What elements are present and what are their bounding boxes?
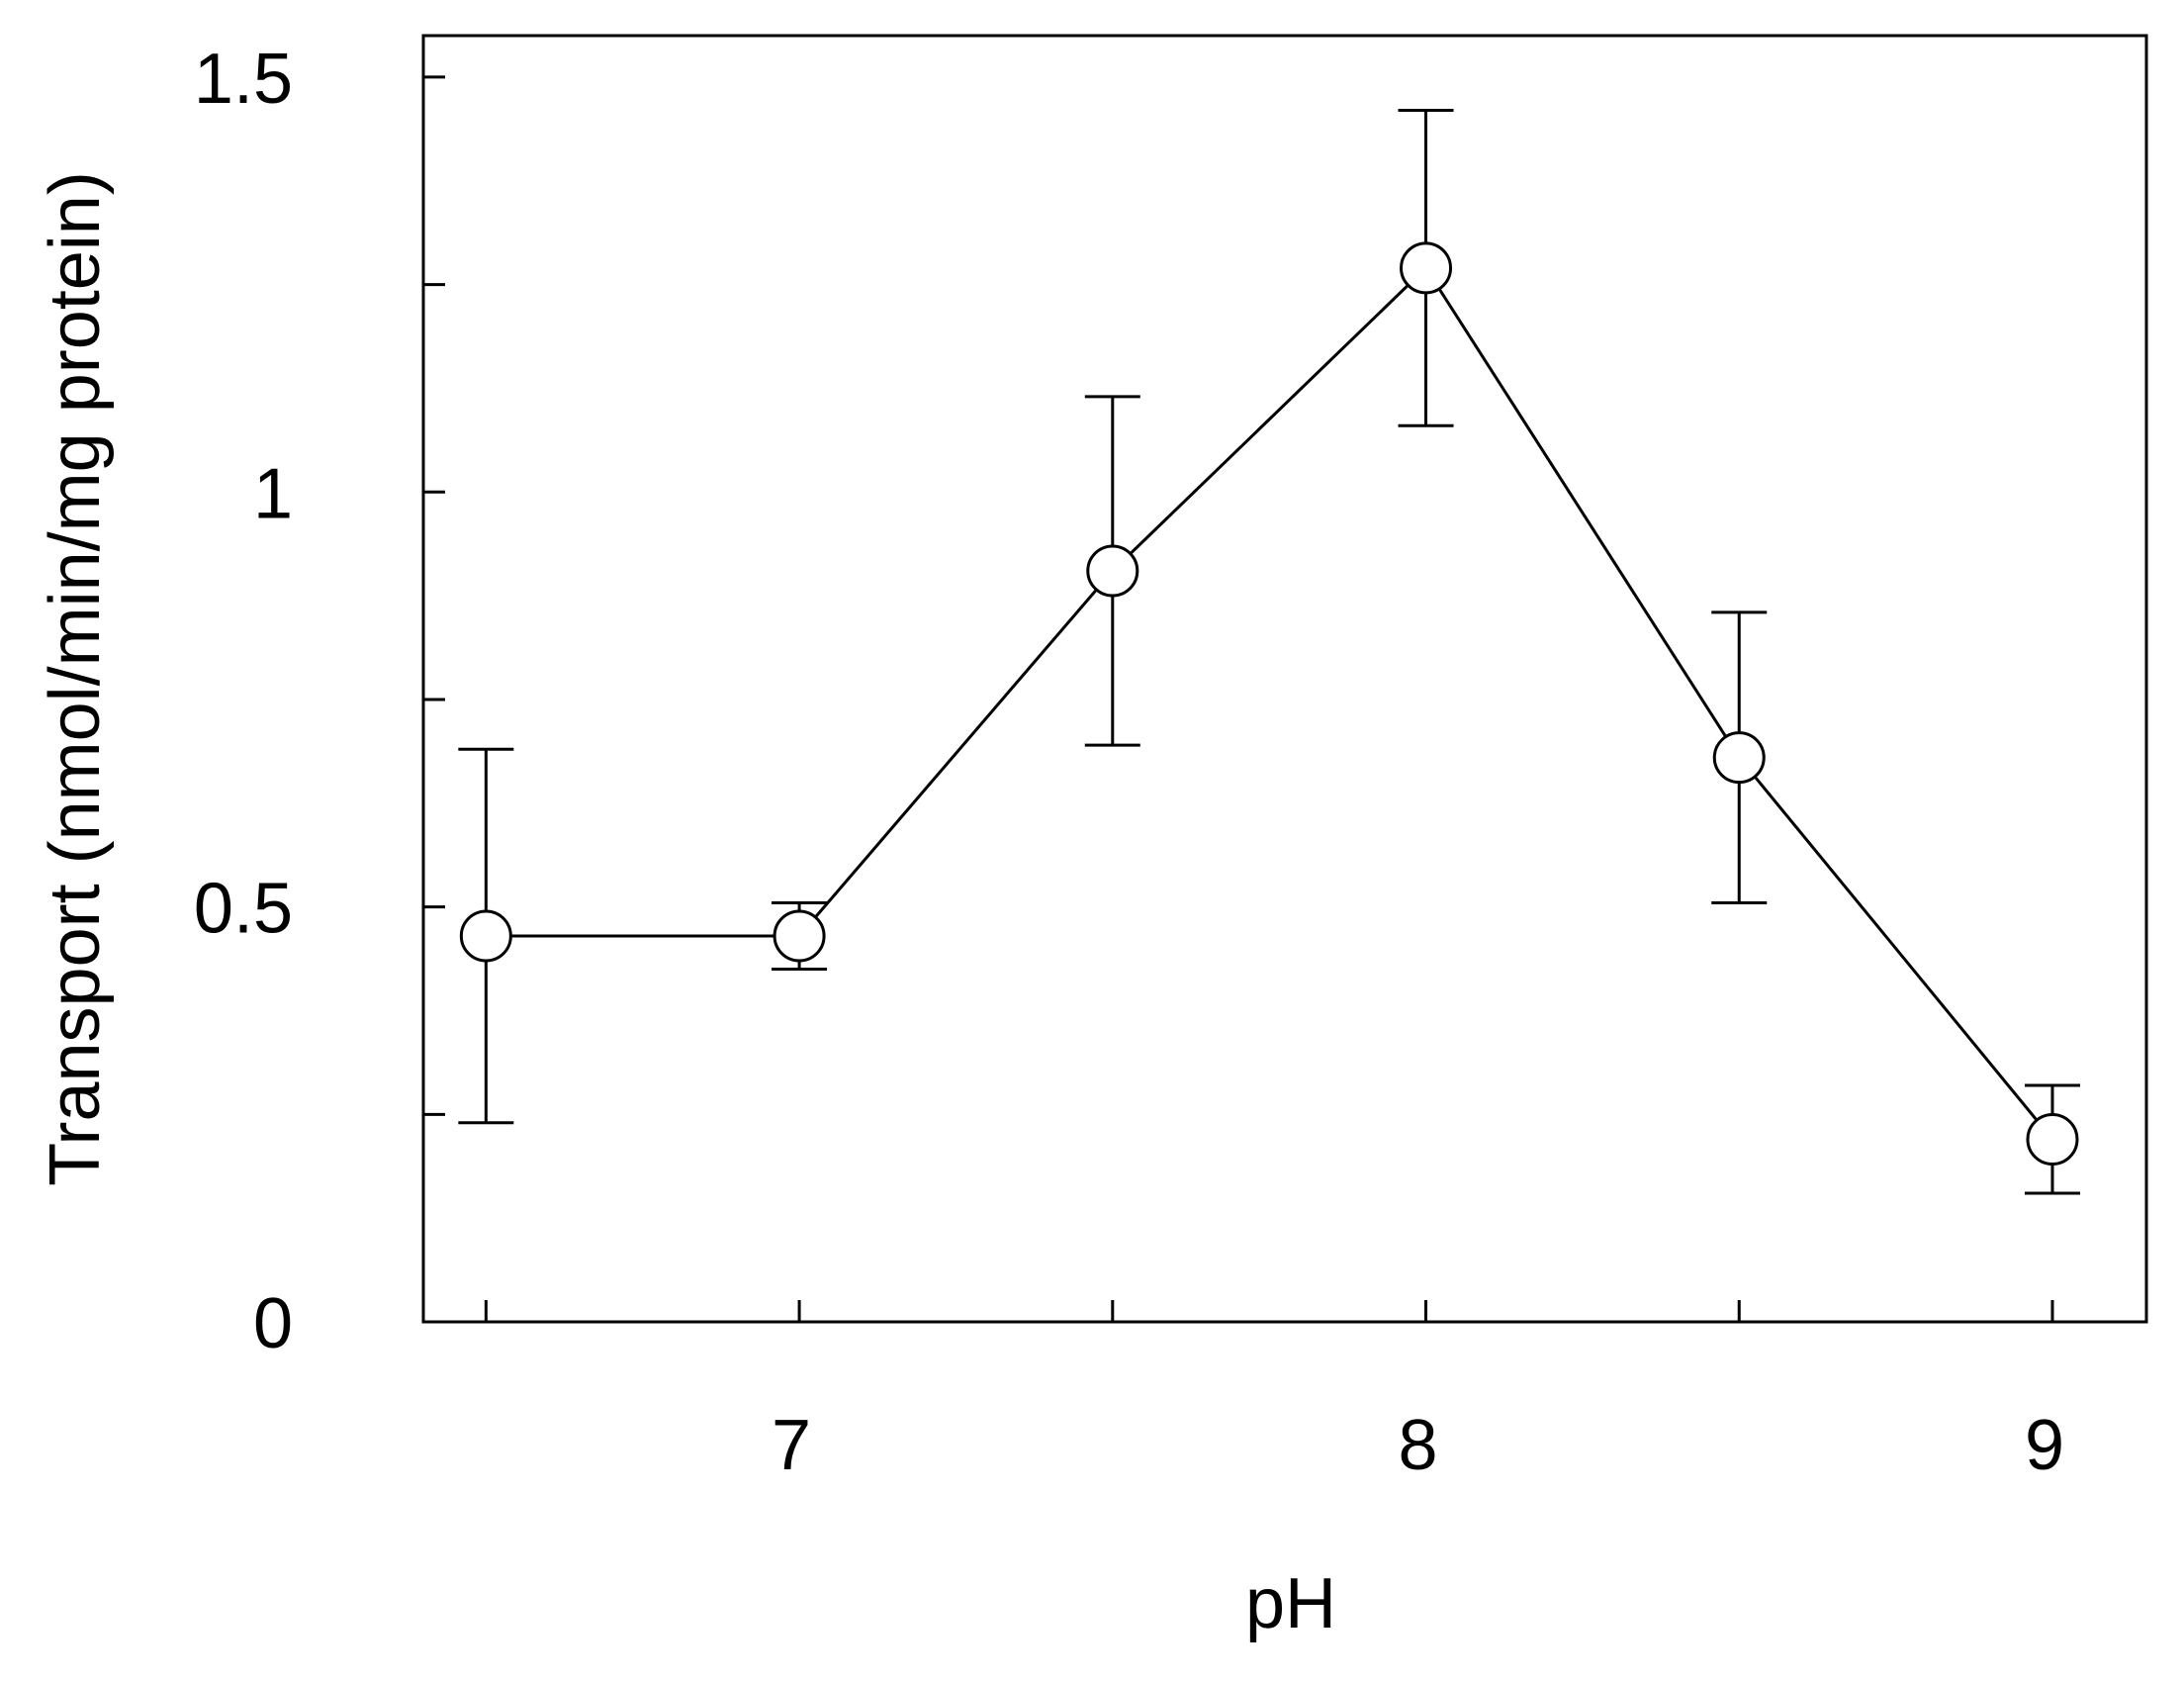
data-point xyxy=(2026,1112,2079,1166)
x-axis-title: pH xyxy=(1245,1564,1336,1643)
data-series xyxy=(458,108,2080,1195)
data-point xyxy=(773,909,826,963)
data-point xyxy=(459,909,512,963)
x-axis: 7 8 9 xyxy=(484,1300,2064,1485)
x-tick-label: 9 xyxy=(2025,1406,2064,1485)
data-point xyxy=(1712,731,1766,785)
y-tick-label: 1.5 xyxy=(194,40,293,119)
plot-frame xyxy=(421,34,2148,1324)
data-point xyxy=(1400,241,1453,295)
y-tick-label: 0.5 xyxy=(194,870,293,949)
x-tick-label: 8 xyxy=(1399,1406,1438,1485)
x-tick-label: 7 xyxy=(772,1406,811,1485)
y-axis: 0 0.5 1 1.5 xyxy=(194,40,445,1363)
series-line xyxy=(486,265,2054,1141)
y-tick-label: 1 xyxy=(253,454,293,533)
data-point xyxy=(1086,544,1139,598)
y-tick-label: 0 xyxy=(253,1284,293,1363)
y-axis-title: Transport (nmol/min/mg protein) xyxy=(36,171,115,1186)
